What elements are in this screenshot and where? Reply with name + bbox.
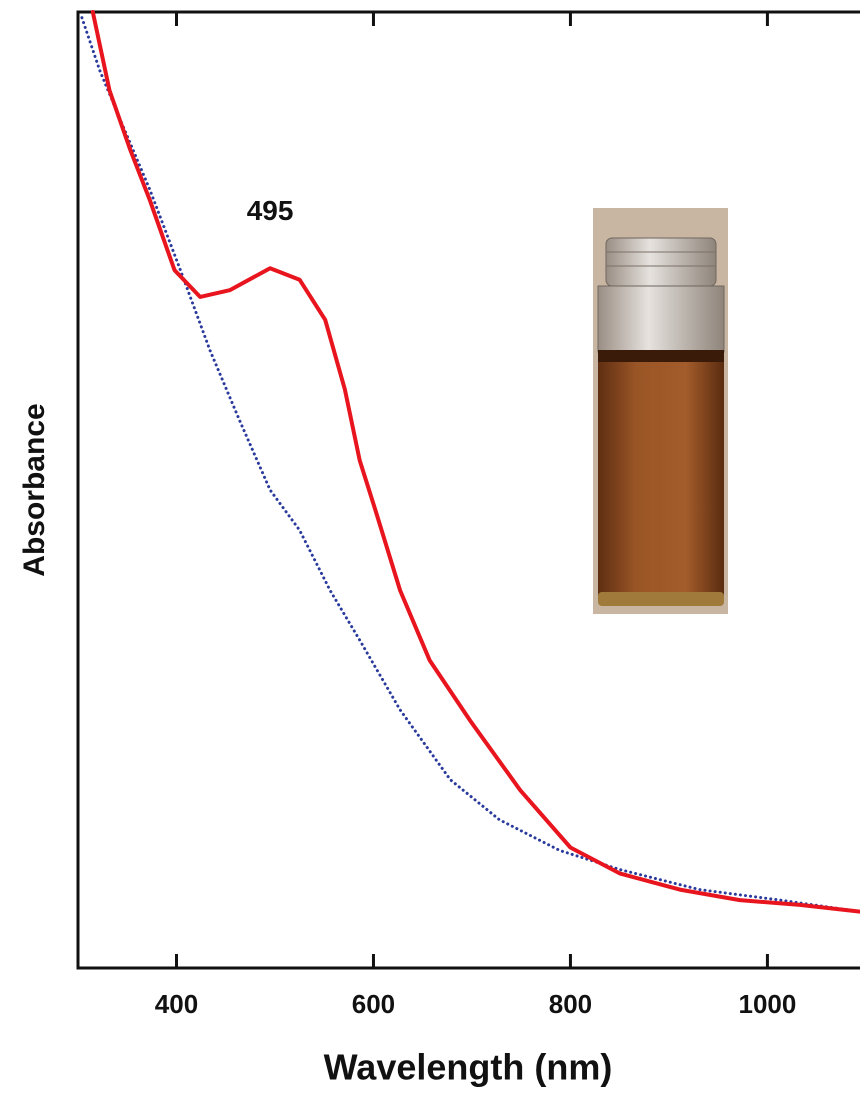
vial-photo <box>593 208 728 614</box>
x-axis-title: Wavelength (nm) <box>324 1047 613 1088</box>
x-tick-label: 600 <box>352 989 395 1019</box>
peak-annotation: 495 <box>247 195 294 226</box>
x-tick-label: 800 <box>549 989 592 1019</box>
spectrum-line <box>90 10 860 914</box>
x-tick-label: 1000 <box>738 989 796 1019</box>
y-axis-title: Absorbance <box>18 403 51 576</box>
spectrum-line <box>80 16 860 914</box>
x-tick-label: 400 <box>155 989 198 1019</box>
